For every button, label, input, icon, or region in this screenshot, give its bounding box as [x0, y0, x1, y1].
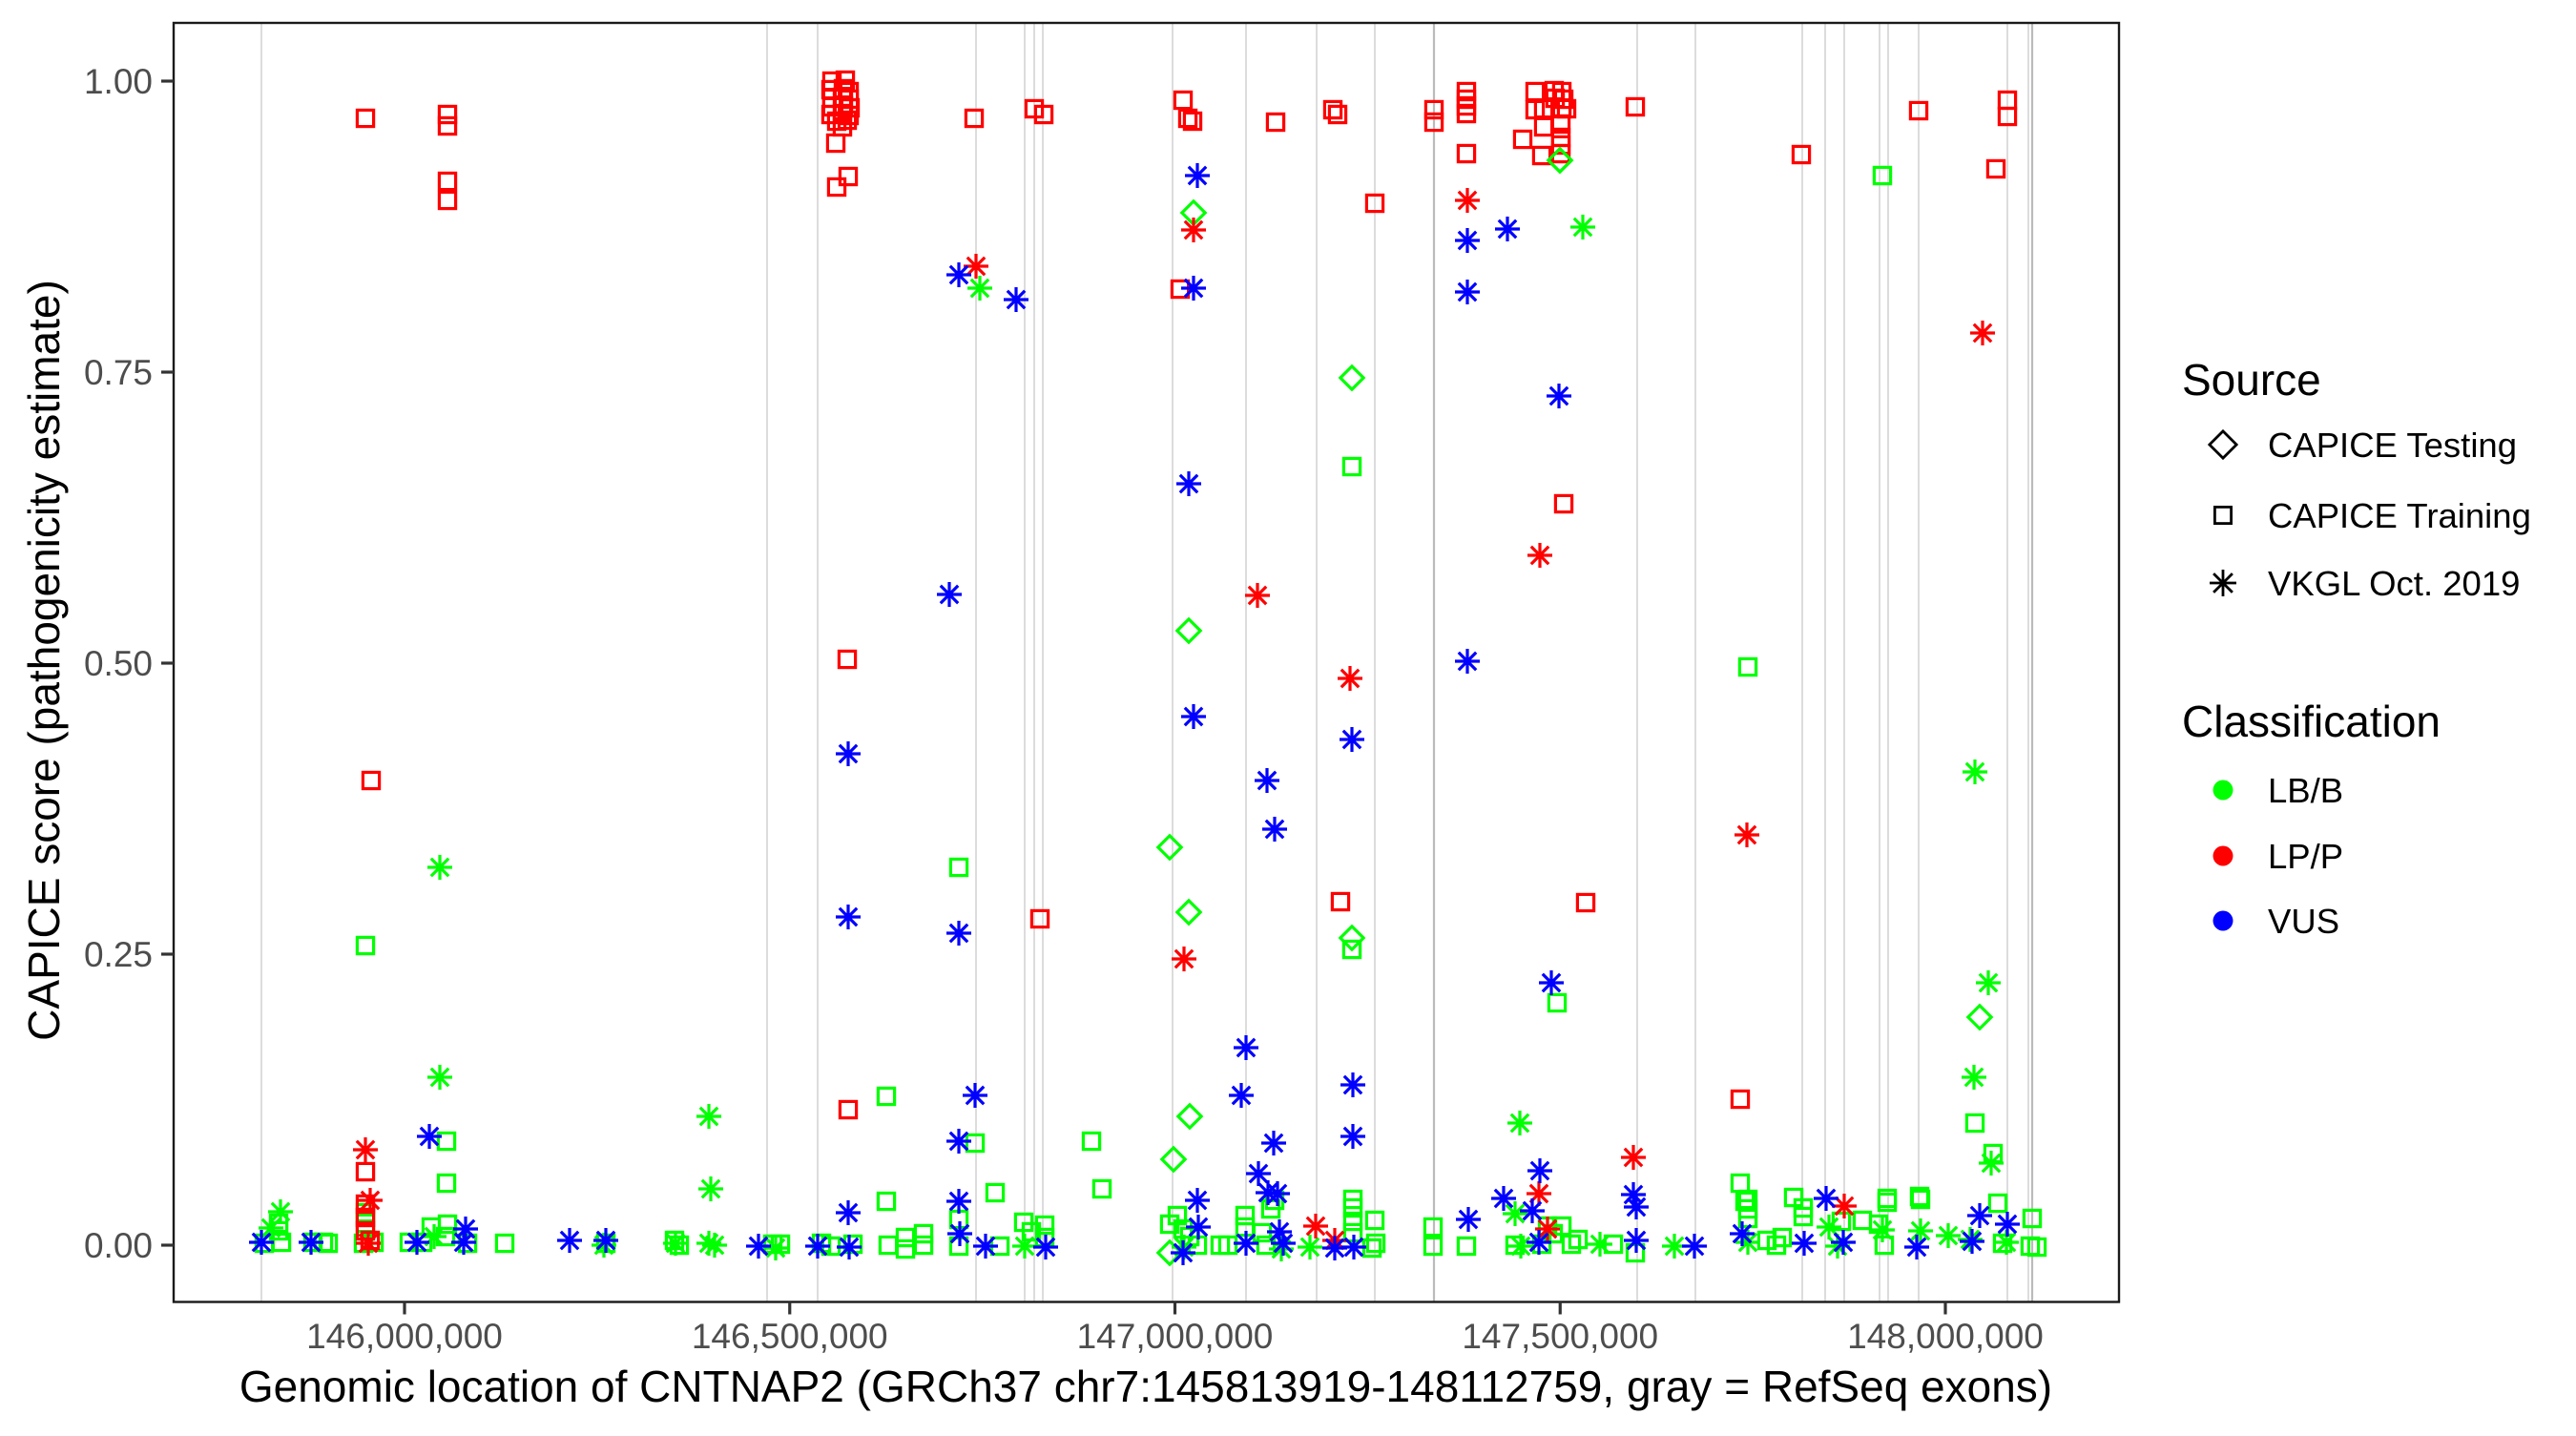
svg-text:CAPICE score (pathogenicity es: CAPICE score (pathogenicity estimate)	[19, 280, 69, 1041]
svg-text:LP/P: LP/P	[2268, 837, 2343, 876]
svg-text:Classification: Classification	[2182, 697, 2441, 746]
svg-text:LB/B: LB/B	[2268, 771, 2343, 810]
svg-text:0.50: 0.50	[84, 644, 153, 683]
svg-text:146,500,000: 146,500,000	[692, 1317, 888, 1356]
svg-text:147,500,000: 147,500,000	[1462, 1317, 1658, 1356]
svg-text:0.25: 0.25	[84, 935, 153, 974]
svg-text:VUS: VUS	[2268, 902, 2339, 941]
svg-text:Genomic location of CNTNAP2 (G: Genomic location of CNTNAP2 (GRCh37 chr7…	[239, 1362, 2052, 1411]
svg-text:148,000,000: 148,000,000	[1847, 1317, 2044, 1356]
svg-text:147,000,000: 147,000,000	[1077, 1317, 1274, 1356]
svg-text:VKGL Oct. 2019: VKGL Oct. 2019	[2268, 564, 2520, 603]
svg-text:CAPICE Testing: CAPICE Testing	[2268, 426, 2517, 465]
svg-text:Source: Source	[2182, 355, 2321, 405]
svg-text:146,000,000: 146,000,000	[306, 1317, 503, 1356]
svg-text:0.00: 0.00	[84, 1226, 153, 1265]
svg-text:0.75: 0.75	[84, 353, 153, 392]
svg-text:1.00: 1.00	[84, 62, 153, 101]
svg-text:CAPICE Training: CAPICE Training	[2268, 496, 2531, 535]
